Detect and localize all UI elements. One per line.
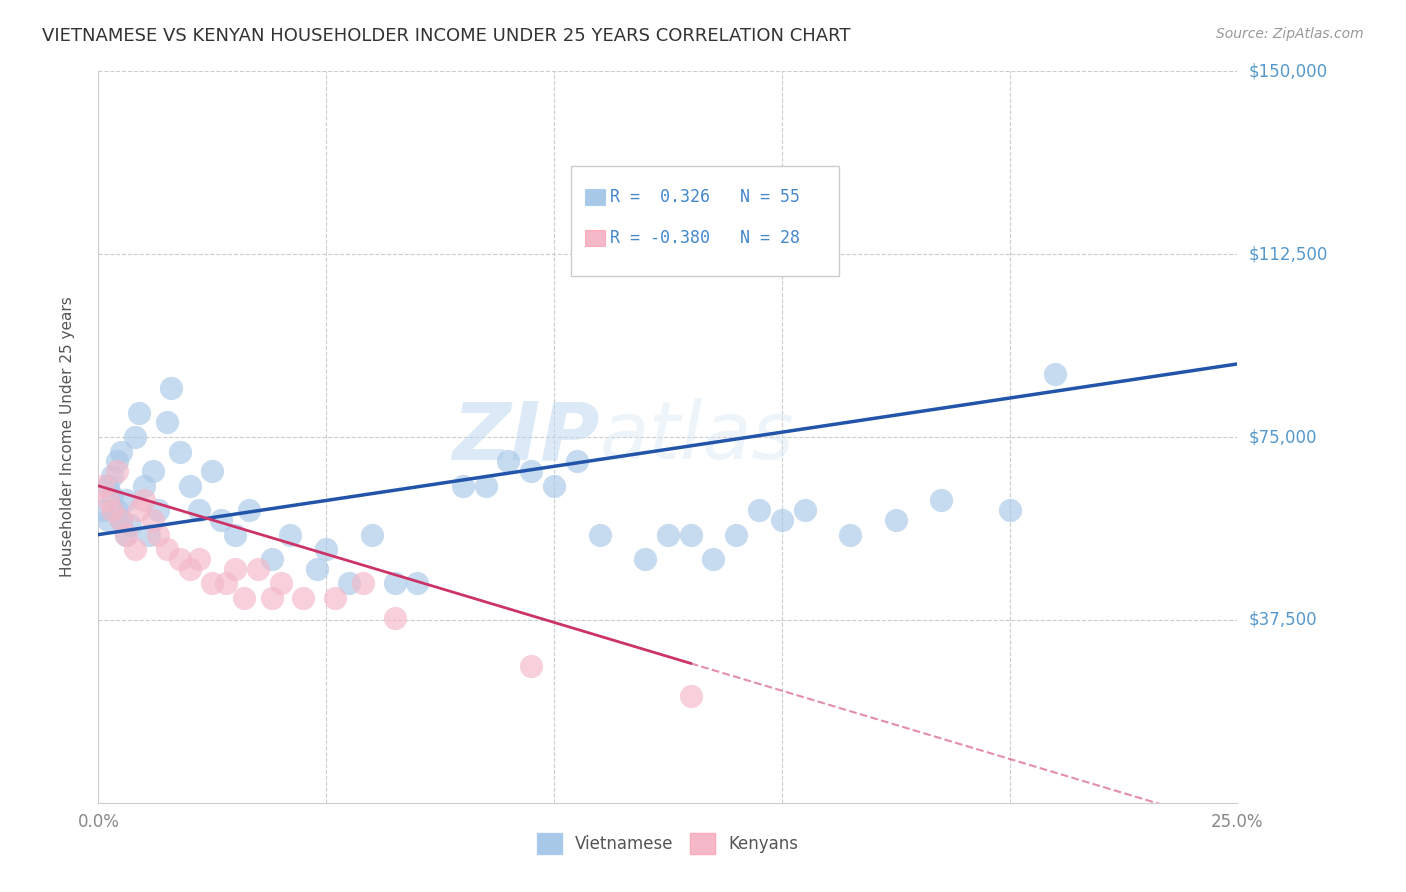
Text: Source: ZipAtlas.com: Source: ZipAtlas.com	[1216, 27, 1364, 41]
Point	[588, 527, 610, 541]
Point	[352, 576, 374, 591]
Point	[315, 542, 337, 557]
Point	[929, 493, 952, 508]
Point	[307, 562, 329, 576]
Point	[91, 479, 114, 493]
Point	[565, 454, 588, 468]
Point	[748, 503, 770, 517]
Point	[105, 454, 128, 468]
Text: $75,000: $75,000	[1249, 428, 1317, 446]
Point	[169, 444, 191, 458]
Point	[292, 591, 315, 605]
Point	[114, 527, 136, 541]
Point	[179, 562, 201, 576]
Point	[114, 527, 136, 541]
Point	[384, 576, 406, 591]
Point	[238, 503, 260, 517]
Point	[634, 552, 657, 566]
Point	[114, 493, 136, 508]
Point	[146, 503, 169, 517]
Point	[105, 503, 128, 517]
Text: R = -0.380   N = 28: R = -0.380 N = 28	[610, 229, 800, 247]
Legend: Vietnamese, Kenyans: Vietnamese, Kenyans	[530, 827, 806, 860]
Point	[124, 430, 146, 444]
Point	[260, 591, 283, 605]
Point	[1043, 367, 1066, 381]
Text: $112,500: $112,500	[1249, 245, 1327, 263]
Point	[128, 406, 150, 420]
Point	[406, 576, 429, 591]
Point	[110, 513, 132, 527]
Point	[384, 610, 406, 624]
Point	[451, 479, 474, 493]
Point	[156, 542, 179, 557]
FancyBboxPatch shape	[585, 230, 605, 246]
Text: R =  0.326   N = 55: R = 0.326 N = 55	[610, 188, 800, 206]
Point	[142, 464, 165, 478]
Point	[224, 562, 246, 576]
Point	[520, 464, 543, 478]
Point	[187, 552, 209, 566]
Text: $37,500: $37,500	[1249, 611, 1317, 629]
Point	[101, 503, 124, 517]
Point	[679, 689, 702, 703]
FancyBboxPatch shape	[585, 189, 605, 205]
Point	[360, 527, 382, 541]
Point	[160, 381, 183, 395]
Point	[657, 527, 679, 541]
Point	[543, 479, 565, 493]
Point	[337, 576, 360, 591]
Point	[498, 454, 520, 468]
Point	[520, 659, 543, 673]
Point	[120, 517, 142, 532]
Point	[323, 591, 346, 605]
Text: $150,000: $150,000	[1249, 62, 1327, 80]
FancyBboxPatch shape	[571, 167, 839, 277]
Point	[998, 503, 1021, 517]
Point	[132, 493, 155, 508]
Point	[770, 513, 793, 527]
Point	[224, 527, 246, 541]
Text: VIETNAMESE VS KENYAN HOUSEHOLDER INCOME UNDER 25 YEARS CORRELATION CHART: VIETNAMESE VS KENYAN HOUSEHOLDER INCOME …	[42, 27, 851, 45]
Point	[474, 479, 496, 493]
Point	[725, 527, 748, 541]
Point	[124, 542, 146, 557]
Point	[156, 416, 179, 430]
Point	[128, 503, 150, 517]
Point	[201, 464, 224, 478]
Point	[209, 513, 232, 527]
Point	[91, 503, 114, 517]
Point	[96, 513, 118, 527]
Point	[146, 527, 169, 541]
Point	[233, 591, 256, 605]
Point	[839, 527, 862, 541]
Point	[110, 513, 132, 527]
Point	[96, 493, 118, 508]
Point	[101, 469, 124, 483]
Point	[201, 576, 224, 591]
Point	[179, 479, 201, 493]
Point	[270, 576, 292, 591]
Point	[278, 527, 301, 541]
Point	[101, 489, 124, 503]
Point	[702, 552, 724, 566]
Text: ZIP: ZIP	[453, 398, 599, 476]
Point	[187, 503, 209, 517]
Point	[260, 552, 283, 566]
Point	[679, 527, 702, 541]
Point	[246, 562, 269, 576]
Point	[142, 513, 165, 527]
Y-axis label: Householder Income Under 25 years: Householder Income Under 25 years	[60, 297, 75, 577]
Point	[884, 513, 907, 527]
Point	[110, 444, 132, 458]
Point	[132, 479, 155, 493]
Point	[105, 464, 128, 478]
Text: atlas: atlas	[599, 398, 794, 476]
Point	[169, 552, 191, 566]
Point	[215, 576, 238, 591]
Point	[96, 479, 118, 493]
Point	[793, 503, 815, 517]
Point	[138, 527, 160, 541]
